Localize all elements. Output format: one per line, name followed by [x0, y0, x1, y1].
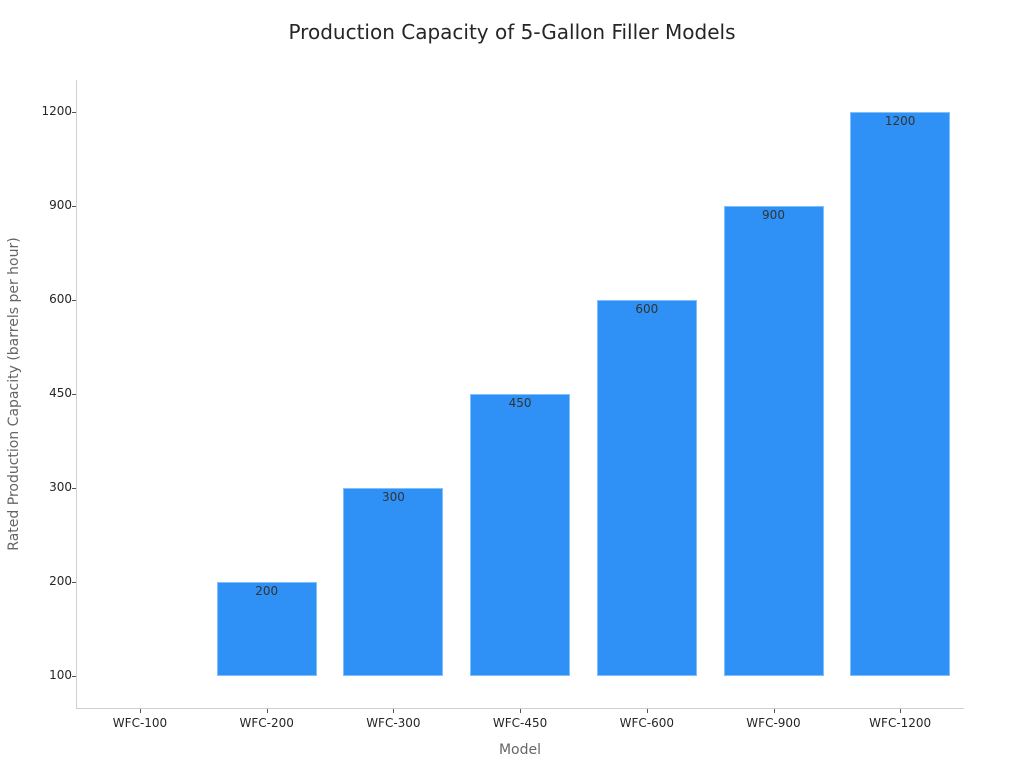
y-tick-mark: [72, 676, 76, 677]
bar-wfc-300: [343, 488, 444, 676]
y-axis-line: [76, 80, 77, 708]
y-tick-label: 1200: [41, 104, 72, 118]
x-tick-label: WFC-200: [239, 716, 294, 730]
x-tick-label: WFC-100: [112, 716, 168, 730]
y-tick-label: 300: [49, 480, 72, 494]
y-tick-mark: [72, 112, 76, 113]
x-tick-mark: [140, 709, 141, 713]
y-tick-label: 600: [49, 292, 72, 306]
bar-value-label: 900: [762, 208, 785, 222]
y-tick-label: 450: [49, 386, 72, 400]
x-tick-label: WFC-900: [746, 716, 801, 730]
y-tick-mark: [72, 582, 76, 583]
bar-wfc-200: [216, 582, 317, 676]
x-tick-label: WFC-300: [366, 716, 421, 730]
y-tick-mark: [72, 300, 76, 301]
bar-value-label: 450: [508, 396, 532, 410]
bar-value-label: 600: [635, 302, 659, 316]
x-tick-label: WFC-600: [619, 716, 674, 730]
x-tick-label: WFC-1200: [869, 716, 932, 730]
bar-wfc-900: [723, 206, 824, 676]
bar-wfc-600: [596, 300, 697, 676]
y-tick-mark: [72, 488, 76, 489]
bar-wfc-1200: [850, 112, 951, 676]
bar-value-label: 300: [381, 490, 405, 504]
x-tick-mark: [266, 709, 268, 713]
y-tick-label: 900: [49, 198, 72, 212]
bar-value-label: 200: [255, 584, 279, 598]
x-axis-label: Model: [498, 742, 542, 758]
y-tick-mark: [72, 206, 76, 207]
bar-value-label: 1200: [884, 114, 916, 128]
x-tick-label: WFC-450: [492, 716, 548, 730]
x-axis-line: [76, 708, 964, 709]
y-tick-label: 200: [49, 574, 72, 588]
bar-wfc-450: [470, 394, 571, 676]
chart-title: Production Capacity of 5-Gallon Filler M…: [288, 20, 736, 44]
x-tick-mark: [773, 709, 775, 713]
x-tick-mark: [520, 709, 522, 713]
x-tick-mark: [646, 709, 648, 713]
x-tick-mark: [900, 709, 902, 713]
x-tick-mark: [393, 709, 395, 713]
y-tick-label: 100: [49, 668, 72, 682]
y-tick-mark: [72, 394, 76, 395]
